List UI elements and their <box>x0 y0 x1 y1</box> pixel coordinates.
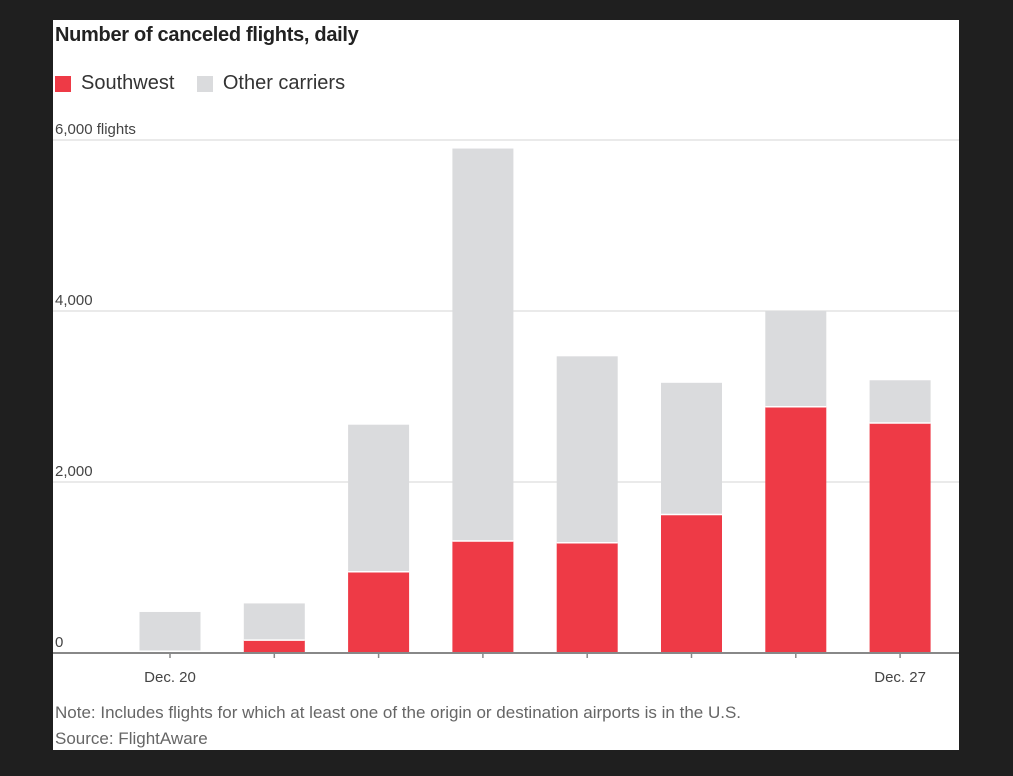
chart-note: Note: Includes flights for which at leas… <box>55 703 742 722</box>
legend-label-southwest: Southwest <box>81 72 175 94</box>
bar-other-carriers <box>869 380 931 424</box>
bar-southwest <box>556 542 618 653</box>
chart-source: Source: FlightAware <box>55 729 208 748</box>
bar-chart: 0 2,000 4,000 6,000 flights Dec. 20 Dec. 27 <box>53 121 959 686</box>
legend-swatch-other <box>196 75 213 92</box>
chart-title: Number of canceled flights, daily <box>55 24 359 46</box>
chart-panel: Number of canceled flights, daily Southw… <box>53 20 959 750</box>
y-tick-label: 2,000 <box>55 463 93 480</box>
bar-southwest <box>452 540 514 653</box>
bar-southwest <box>765 406 827 653</box>
x-tick-label: Dec. 27 <box>874 669 926 686</box>
bar-other-carriers <box>139 611 201 652</box>
bar-southwest <box>243 640 305 653</box>
y-tick-label: 0 <box>55 634 63 651</box>
legend-label-other: Other carriers <box>222 72 346 94</box>
y-tick-label: 6,000 flights <box>55 121 136 138</box>
legend-item-other: Other carriers <box>196 72 346 95</box>
bar-southwest <box>661 514 722 653</box>
bar-other-carriers <box>243 603 305 641</box>
legend-item-southwest: Southwest <box>55 72 174 95</box>
bar-other-carriers <box>348 424 410 572</box>
x-tick-label: Dec. 20 <box>144 669 196 686</box>
legend: Southwest Other carriers <box>55 72 363 96</box>
bar-other-carriers <box>556 356 618 543</box>
y-tick-label: 4,000 <box>55 292 93 309</box>
legend-swatch-southwest <box>55 75 71 92</box>
bar-southwest <box>869 423 931 653</box>
bar-other-carriers <box>765 311 827 407</box>
bar-other-carriers <box>452 148 514 541</box>
bar-other-carriers <box>661 382 722 515</box>
bar-southwest <box>348 571 410 653</box>
